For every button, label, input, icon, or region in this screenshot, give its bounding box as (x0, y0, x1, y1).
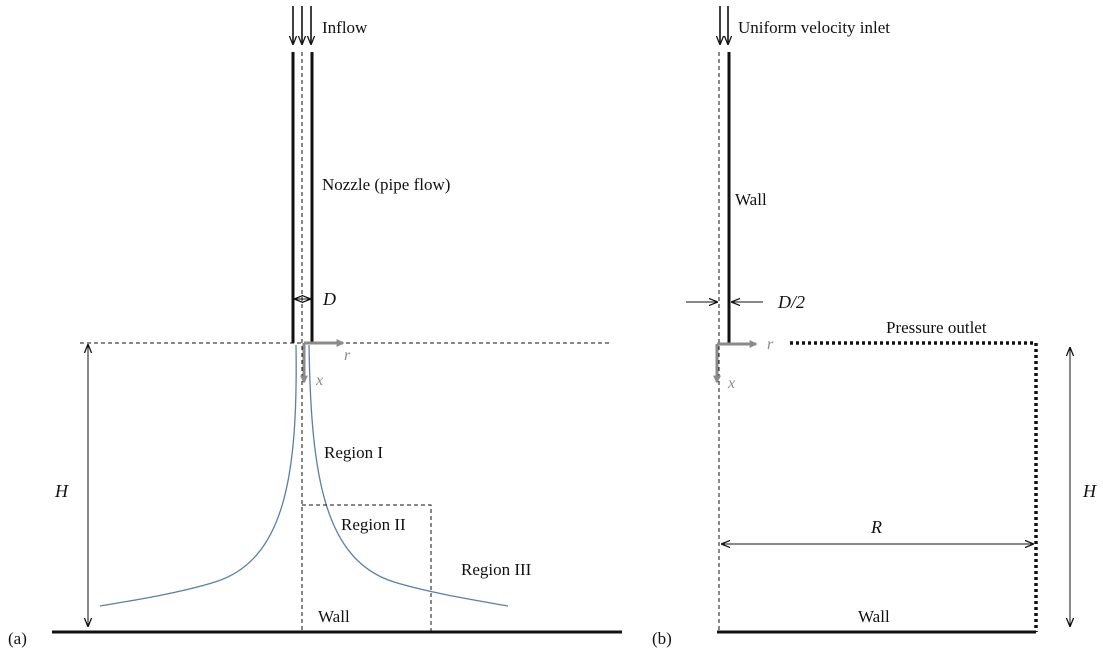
jet-boundary-right (308, 344, 509, 607)
inflow-arrows (293, 6, 311, 44)
height-label: H (54, 481, 69, 501)
panel-tag: (a) (8, 629, 27, 648)
jet-boundary-left (99, 344, 297, 607)
region-3-label: Region III (461, 560, 532, 579)
r-axis-label: r (767, 336, 774, 353)
panel-tag: (b) (652, 629, 672, 648)
pipe-wall-label: Wall (735, 190, 767, 209)
r-axis-label: r (344, 347, 351, 364)
x-axis-label: x (315, 372, 323, 389)
diameter-label: D (322, 289, 336, 309)
panel-b: Uniform velocity inlet Wall D/2 r x Pres… (652, 6, 1097, 648)
pressure-outlet-boundary (790, 341, 1038, 632)
pressure-outlet-label: Pressure outlet (886, 318, 987, 337)
inflow-label: Inflow (322, 18, 368, 37)
wall-label: Wall (858, 607, 890, 626)
x-axis-label: x (727, 375, 735, 392)
nozzle-label: Nozzle (pipe flow) (322, 175, 450, 194)
inlet-label: Uniform velocity inlet (738, 18, 890, 37)
radius-label: R (870, 517, 882, 537)
half-diameter-label: D/2 (777, 292, 805, 312)
panel-a: Inflow Nozzle (pipe flow) D r x H Region… (8, 6, 622, 648)
wall-label: Wall (318, 607, 350, 626)
height-label: H (1082, 481, 1097, 501)
region-2-label: Region II (341, 515, 406, 534)
region-1-label: Region I (324, 443, 383, 462)
region-2-box (302, 504, 432, 632)
